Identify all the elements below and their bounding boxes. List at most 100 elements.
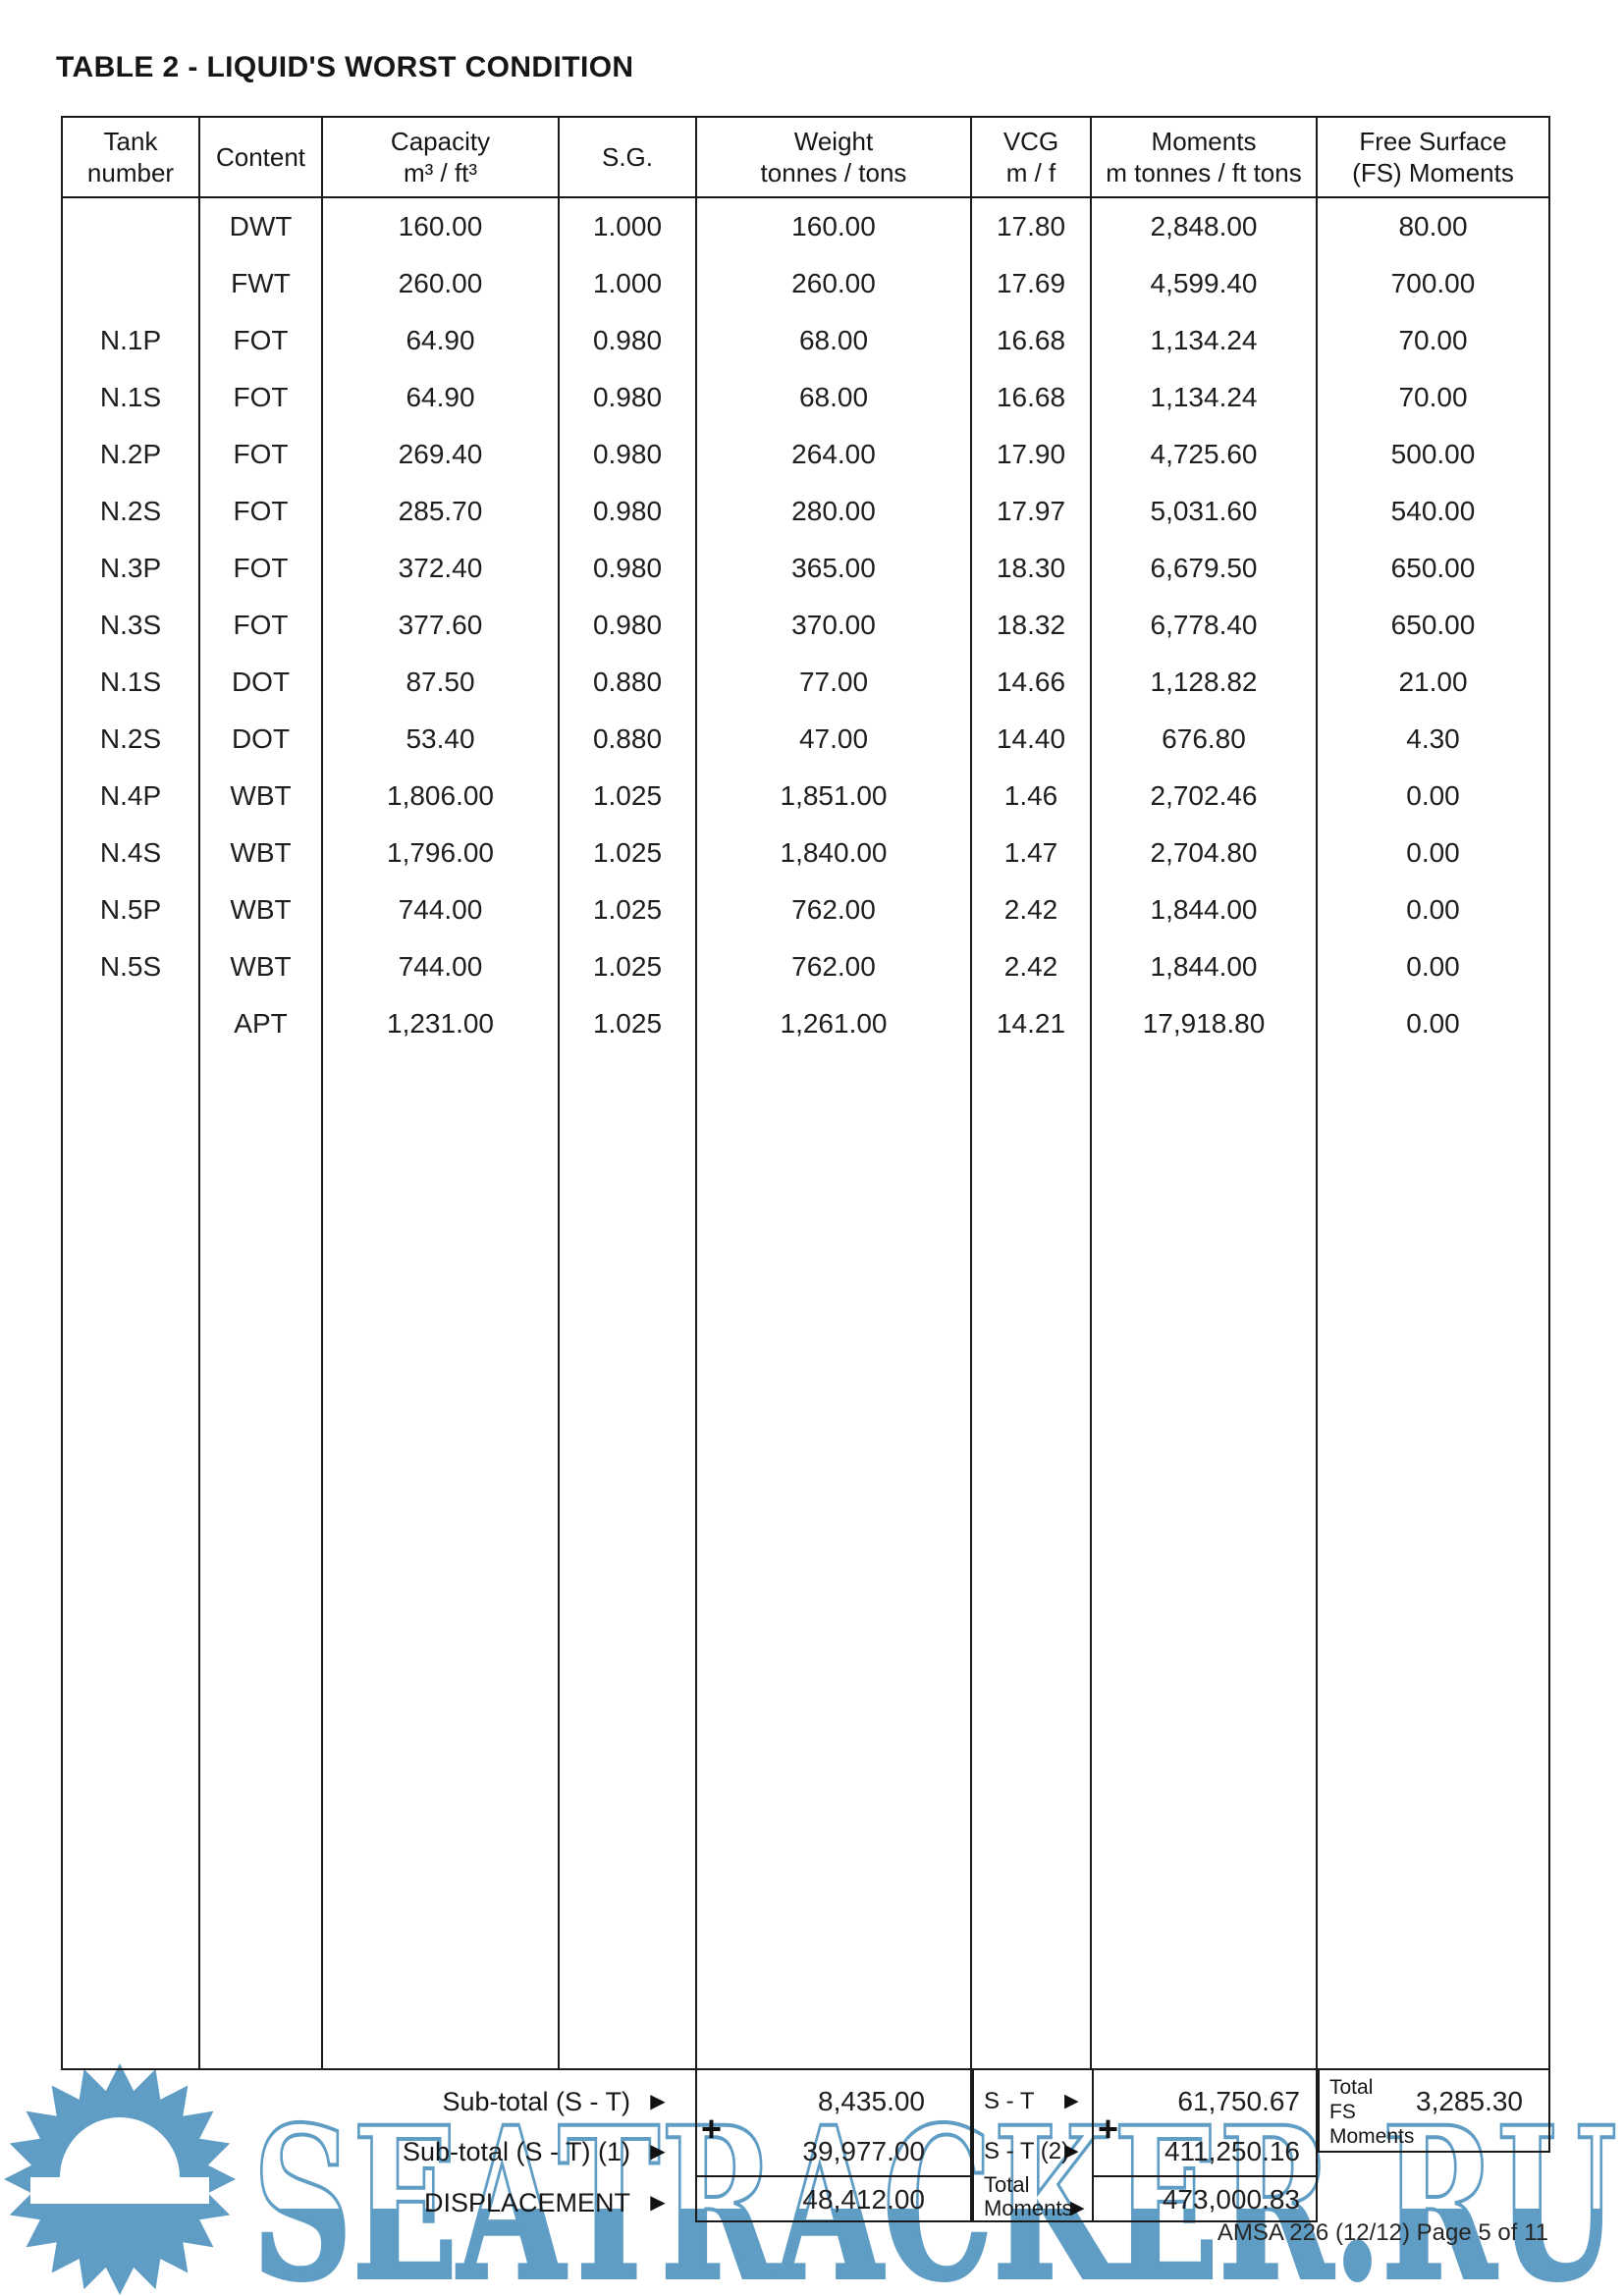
table-cell: 0.880 bbox=[560, 711, 697, 768]
table-cell: 14.66 bbox=[972, 654, 1092, 711]
sum-line bbox=[696, 2175, 971, 2177]
table-cell: 16.68 bbox=[972, 369, 1092, 426]
table-cell: N.1S bbox=[63, 369, 200, 426]
table-cell: N.4S bbox=[63, 825, 200, 881]
table-cell: 0.880 bbox=[560, 654, 697, 711]
table-cell: 365.00 bbox=[697, 540, 972, 597]
table-cell: 650.00 bbox=[1390, 553, 1476, 583]
table-cell: WBT bbox=[200, 768, 323, 825]
table-cell: 372.40 bbox=[323, 540, 560, 597]
table-header-cell: Weight tonnes / tons bbox=[697, 118, 972, 198]
table-cell: 540.00 bbox=[1390, 496, 1476, 526]
displacement-value: 48,412.00 bbox=[802, 2184, 925, 2215]
table-cell: N.1S bbox=[63, 654, 200, 711]
st-label: S - T bbox=[984, 2088, 1035, 2114]
data-table: Tank number Content Capacity m³ / ft³ S.G. Wei… bbox=[61, 116, 1550, 2070]
table-cell: 1.46 bbox=[972, 768, 1092, 825]
table-cell: 160.00 bbox=[697, 198, 972, 255]
column-divider bbox=[1092, 2068, 1094, 2220]
table-cell: 16.68 bbox=[972, 312, 1092, 369]
sun-icon bbox=[4, 2063, 236, 2295]
subtotal-st-value: 8,435.00 bbox=[818, 2086, 925, 2116]
table-cell: N.2S bbox=[63, 711, 200, 768]
table-filler-cell bbox=[323, 1052, 560, 2068]
table-cell: 264.00 bbox=[697, 426, 972, 483]
table-cell: 1,796.00 bbox=[323, 825, 560, 881]
table-cell: 2,848.00 bbox=[1092, 198, 1318, 255]
table-cell: WBT bbox=[200, 881, 323, 938]
table-cell: 762.00 bbox=[697, 938, 972, 995]
table-cell: N.3S bbox=[63, 597, 200, 654]
table-cell: 53.40 bbox=[323, 711, 560, 768]
seatracker-watermark: SEATRACKER.RU bbox=[4, 2063, 1619, 2296]
table-cell: FOT bbox=[200, 483, 323, 540]
table-cell: 70.00 bbox=[1398, 382, 1468, 412]
table-cell: N.1P bbox=[63, 312, 200, 369]
table-cell: 0.00 bbox=[1406, 951, 1460, 982]
table-cell: N.5P bbox=[63, 881, 200, 938]
table-cell: 14.21 bbox=[972, 995, 1092, 1052]
table-header-cell: Tank number bbox=[63, 118, 200, 198]
subtotal-st1-value: 39,977.00 bbox=[802, 2136, 925, 2166]
st2-value: 411,250.16 bbox=[1164, 2136, 1300, 2166]
table-cell: N.3P bbox=[63, 540, 200, 597]
plus-sign: + bbox=[701, 2109, 723, 2149]
table-cell: 377.60 bbox=[323, 597, 560, 654]
table-filler-cell bbox=[972, 1052, 1092, 2068]
table-cell: 4,599.40 bbox=[1092, 255, 1318, 312]
table-filler-cell bbox=[1318, 1052, 1548, 2068]
table-cell: 285.70 bbox=[323, 483, 560, 540]
table-cell: N.2P bbox=[63, 426, 200, 483]
table-cell: WBT bbox=[200, 938, 323, 995]
table-cell: 77.00 bbox=[697, 654, 972, 711]
watermark-text: SEATRACKER.RU bbox=[252, 2082, 1617, 2296]
table-cell: 1.000 bbox=[560, 198, 697, 255]
table-cell: 650.00 bbox=[1390, 610, 1476, 640]
subtotal-st1-arrow-icon: ▶ bbox=[650, 2141, 666, 2163]
table-filler-cell bbox=[560, 1052, 697, 2068]
table-cell: 80.00 bbox=[1398, 211, 1468, 241]
table-cell: 2.42 bbox=[972, 881, 1092, 938]
total-moments-value: 473,000.83 bbox=[1162, 2184, 1300, 2215]
table-cell: 68.00 bbox=[697, 369, 972, 426]
table-cell: 676.80 bbox=[1092, 711, 1318, 768]
table-header-cell: VCG m / f bbox=[972, 118, 1092, 198]
table-header-cell: Content bbox=[200, 118, 323, 198]
table-cell: 1,844.00 bbox=[1092, 881, 1318, 938]
table-cell: 0.00 bbox=[1406, 1008, 1460, 1039]
form-footer: AMSA 226 (12/12) Page 5 of 11 bbox=[1217, 2219, 1548, 2246]
table-cell: 17.97 bbox=[972, 483, 1092, 540]
total-fs-label-line2: FS bbox=[1329, 2100, 1356, 2123]
table-cell: WBT bbox=[200, 825, 323, 881]
table-cell: 68.00 bbox=[697, 312, 972, 369]
table-cell: 762.00 bbox=[697, 881, 972, 938]
table-header-cell: Moments m tonnes / ft tons bbox=[1092, 118, 1318, 198]
table-cell: 5,031.60 bbox=[1092, 483, 1318, 540]
table-cell: 500.00 bbox=[1390, 439, 1476, 469]
table-cell: FOT bbox=[200, 369, 323, 426]
total-fs-label-line3: Moments bbox=[1329, 2124, 1415, 2148]
table-cell: 4,725.60 bbox=[1092, 426, 1318, 483]
table-cell: 17.90 bbox=[972, 426, 1092, 483]
st-value: 61,750.67 bbox=[1177, 2086, 1300, 2116]
table-cell: 17.80 bbox=[972, 198, 1092, 255]
table-cell: 0.980 bbox=[560, 540, 697, 597]
table-cell: 87.50 bbox=[323, 654, 560, 711]
table-cell: 269.40 bbox=[323, 426, 560, 483]
subtotal-st-arrow-icon: ▶ bbox=[650, 2091, 666, 2112]
total-fs-label: Total FS Moments bbox=[1329, 2076, 1437, 2149]
st-arrow-icon: ▶ bbox=[1064, 2091, 1079, 2111]
table-cell: N.5S bbox=[63, 938, 200, 995]
table-cell: 1,806.00 bbox=[323, 768, 560, 825]
table-cell: 0.00 bbox=[1406, 837, 1460, 868]
page-title: TABLE 2 - LIQUID'S WORST CONDITION bbox=[56, 51, 634, 83]
table-cell: 1,231.00 bbox=[323, 995, 560, 1052]
table-cell: 260.00 bbox=[323, 255, 560, 312]
table-cell: DWT bbox=[200, 198, 323, 255]
table-header-cell: Free Surface (FS) Moments bbox=[1318, 118, 1548, 198]
total-moments-label-line1: Total bbox=[984, 2172, 1030, 2197]
subtotal-st1-label: Sub-total (S - T) (1) bbox=[402, 2137, 630, 2166]
sum-line bbox=[1092, 2175, 1317, 2177]
table-cell: 47.00 bbox=[697, 711, 972, 768]
table-cell: 1.000 bbox=[560, 255, 697, 312]
